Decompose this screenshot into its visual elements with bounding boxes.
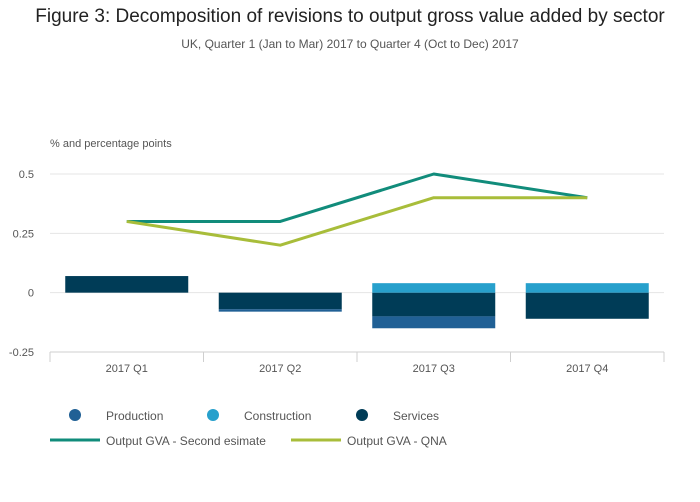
x-tick-label: 2017 Q4 [566, 363, 608, 375]
bar-services [218, 292, 342, 310]
bar-services [65, 276, 189, 293]
bar-layer [65, 276, 649, 329]
bar-services [372, 292, 496, 317]
y-axis-label: % and percentage points [50, 138, 172, 150]
line-series-1 [126, 172, 588, 223]
y-tick-label: 0.5 [19, 169, 34, 181]
bar-production [372, 316, 496, 329]
x-tick-label: 2017 Q2 [259, 363, 301, 375]
bar-construction [372, 283, 496, 293]
line-series-2 [126, 196, 588, 247]
chart-title: Figure 3: Decomposition of revisions to … [35, 6, 665, 27]
legend-label: Output GVA - QNA [347, 434, 447, 448]
chart-subtitle: UK, Quarter 1 (Jan to Mar) 2017 to Quart… [181, 37, 519, 51]
bar-construction [525, 283, 649, 293]
x-tick-label: 2017 Q1 [106, 363, 148, 375]
line-layer [126, 172, 588, 247]
bar-production [218, 309, 342, 312]
legend-label: Services [393, 409, 439, 423]
legend-label: Construction [244, 409, 311, 423]
y-tick-label: 0.25 [13, 228, 34, 240]
legend-marker [356, 409, 368, 421]
legend: Production Construction Services Output GVA… [50, 409, 447, 448]
legend-marker [207, 409, 219, 421]
legend-label: Output GVA - Second esimate [106, 434, 266, 448]
bar-services [525, 292, 649, 319]
x-axis: 2017 Q1 2017 Q2 2017 Q3 2017 Q4 [49, 351, 665, 375]
legend-marker [69, 409, 81, 421]
y-tick-label: -0.25 [9, 347, 34, 359]
x-tick-label: 2017 Q3 [413, 363, 455, 375]
y-tick-label: 0 [28, 288, 34, 300]
legend-label: Production [106, 409, 163, 423]
